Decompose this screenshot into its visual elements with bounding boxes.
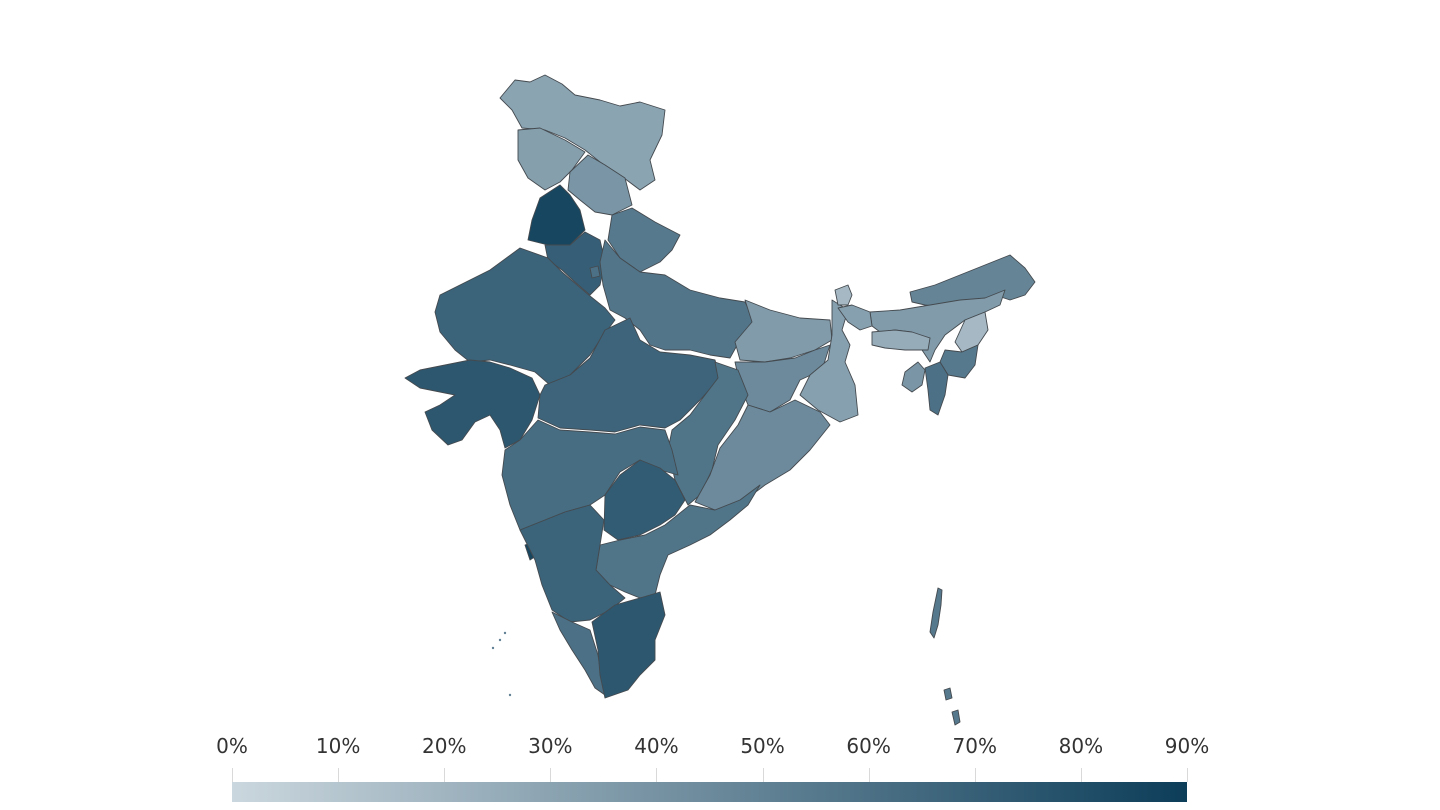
region-jammu-kashmir[interactable] bbox=[499, 74, 666, 191]
region-tripura[interactable] bbox=[901, 361, 926, 393]
region-himachal-pradesh[interactable] bbox=[567, 154, 633, 216]
region-chhattisgarh[interactable] bbox=[667, 361, 749, 506]
legend-tick-label: 40% bbox=[634, 734, 679, 758]
region-tamil-nadu[interactable] bbox=[591, 591, 666, 699]
legend-tick-label: 60% bbox=[846, 734, 891, 758]
region-haryana[interactable] bbox=[544, 231, 606, 296]
region-gujarat[interactable] bbox=[404, 359, 541, 449]
region-delhi[interactable] bbox=[589, 265, 601, 279]
legend-tick-label: 10% bbox=[315, 734, 361, 758]
region-karnataka[interactable] bbox=[519, 504, 626, 623]
region-punjab[interactable] bbox=[527, 184, 586, 246]
region-bihar[interactable] bbox=[734, 299, 833, 363]
region-uttarakhand[interactable] bbox=[607, 207, 681, 273]
legend-tick-mark bbox=[656, 768, 658, 782]
legend-tick-mark bbox=[338, 768, 340, 782]
region-andaman-nicobar[interactable] bbox=[929, 587, 943, 639]
region-west-bengal-north[interactable] bbox=[837, 304, 873, 331]
region-lakshadweep-4[interactable] bbox=[508, 693, 512, 697]
legend-tick-label: 20% bbox=[421, 734, 467, 758]
region-andaman-nicobar-mid[interactable] bbox=[943, 687, 953, 701]
region-lakshadweep-1[interactable] bbox=[498, 638, 502, 642]
region-mizoram[interactable] bbox=[924, 361, 949, 416]
legend-tick-label: 80% bbox=[1058, 734, 1104, 758]
region-west-bengal[interactable] bbox=[799, 299, 859, 423]
region-uttar-pradesh[interactable] bbox=[599, 239, 756, 359]
legend-tick-mark bbox=[550, 768, 552, 782]
legend-tick-mark bbox=[1187, 768, 1188, 782]
legend-tick-mark bbox=[232, 768, 233, 782]
region-lakshadweep-2[interactable] bbox=[503, 631, 507, 635]
legend-tick-label: 70% bbox=[952, 734, 997, 758]
region-sikkim[interactable] bbox=[834, 284, 853, 306]
legend-tick-mark bbox=[444, 768, 446, 782]
legend-tick-label: 0% bbox=[216, 734, 248, 758]
region-andhra-pradesh[interactable] bbox=[595, 484, 761, 599]
legend-tick-label: 30% bbox=[528, 734, 573, 758]
legend-tick-mark bbox=[1080, 768, 1082, 782]
legend-tick-label: 90% bbox=[1164, 734, 1210, 758]
legend-gradient-bar bbox=[232, 782, 1187, 802]
legend-tick-label: 50% bbox=[740, 734, 785, 758]
region-lakshadweep-3[interactable] bbox=[491, 646, 495, 650]
india-choropleth-map bbox=[404, 74, 1036, 726]
region-andaman-nicobar-south[interactable] bbox=[951, 709, 961, 726]
region-odisha[interactable] bbox=[694, 399, 831, 511]
region-meghalaya[interactable] bbox=[871, 329, 931, 351]
legend-tick-mark bbox=[974, 768, 976, 782]
legend-tick-mark bbox=[762, 768, 764, 782]
region-telangana[interactable] bbox=[603, 459, 686, 541]
legend-tick-mark bbox=[868, 768, 870, 782]
color-scale-legend: 0% 10% 20% 30% 40% 50% 60% 70% 80% 90% bbox=[0, 730, 1440, 810]
region-ladakh[interactable] bbox=[517, 127, 586, 191]
region-rajasthan[interactable] bbox=[434, 247, 616, 386]
